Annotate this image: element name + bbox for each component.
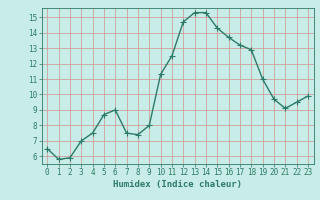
X-axis label: Humidex (Indice chaleur): Humidex (Indice chaleur) <box>113 180 242 189</box>
